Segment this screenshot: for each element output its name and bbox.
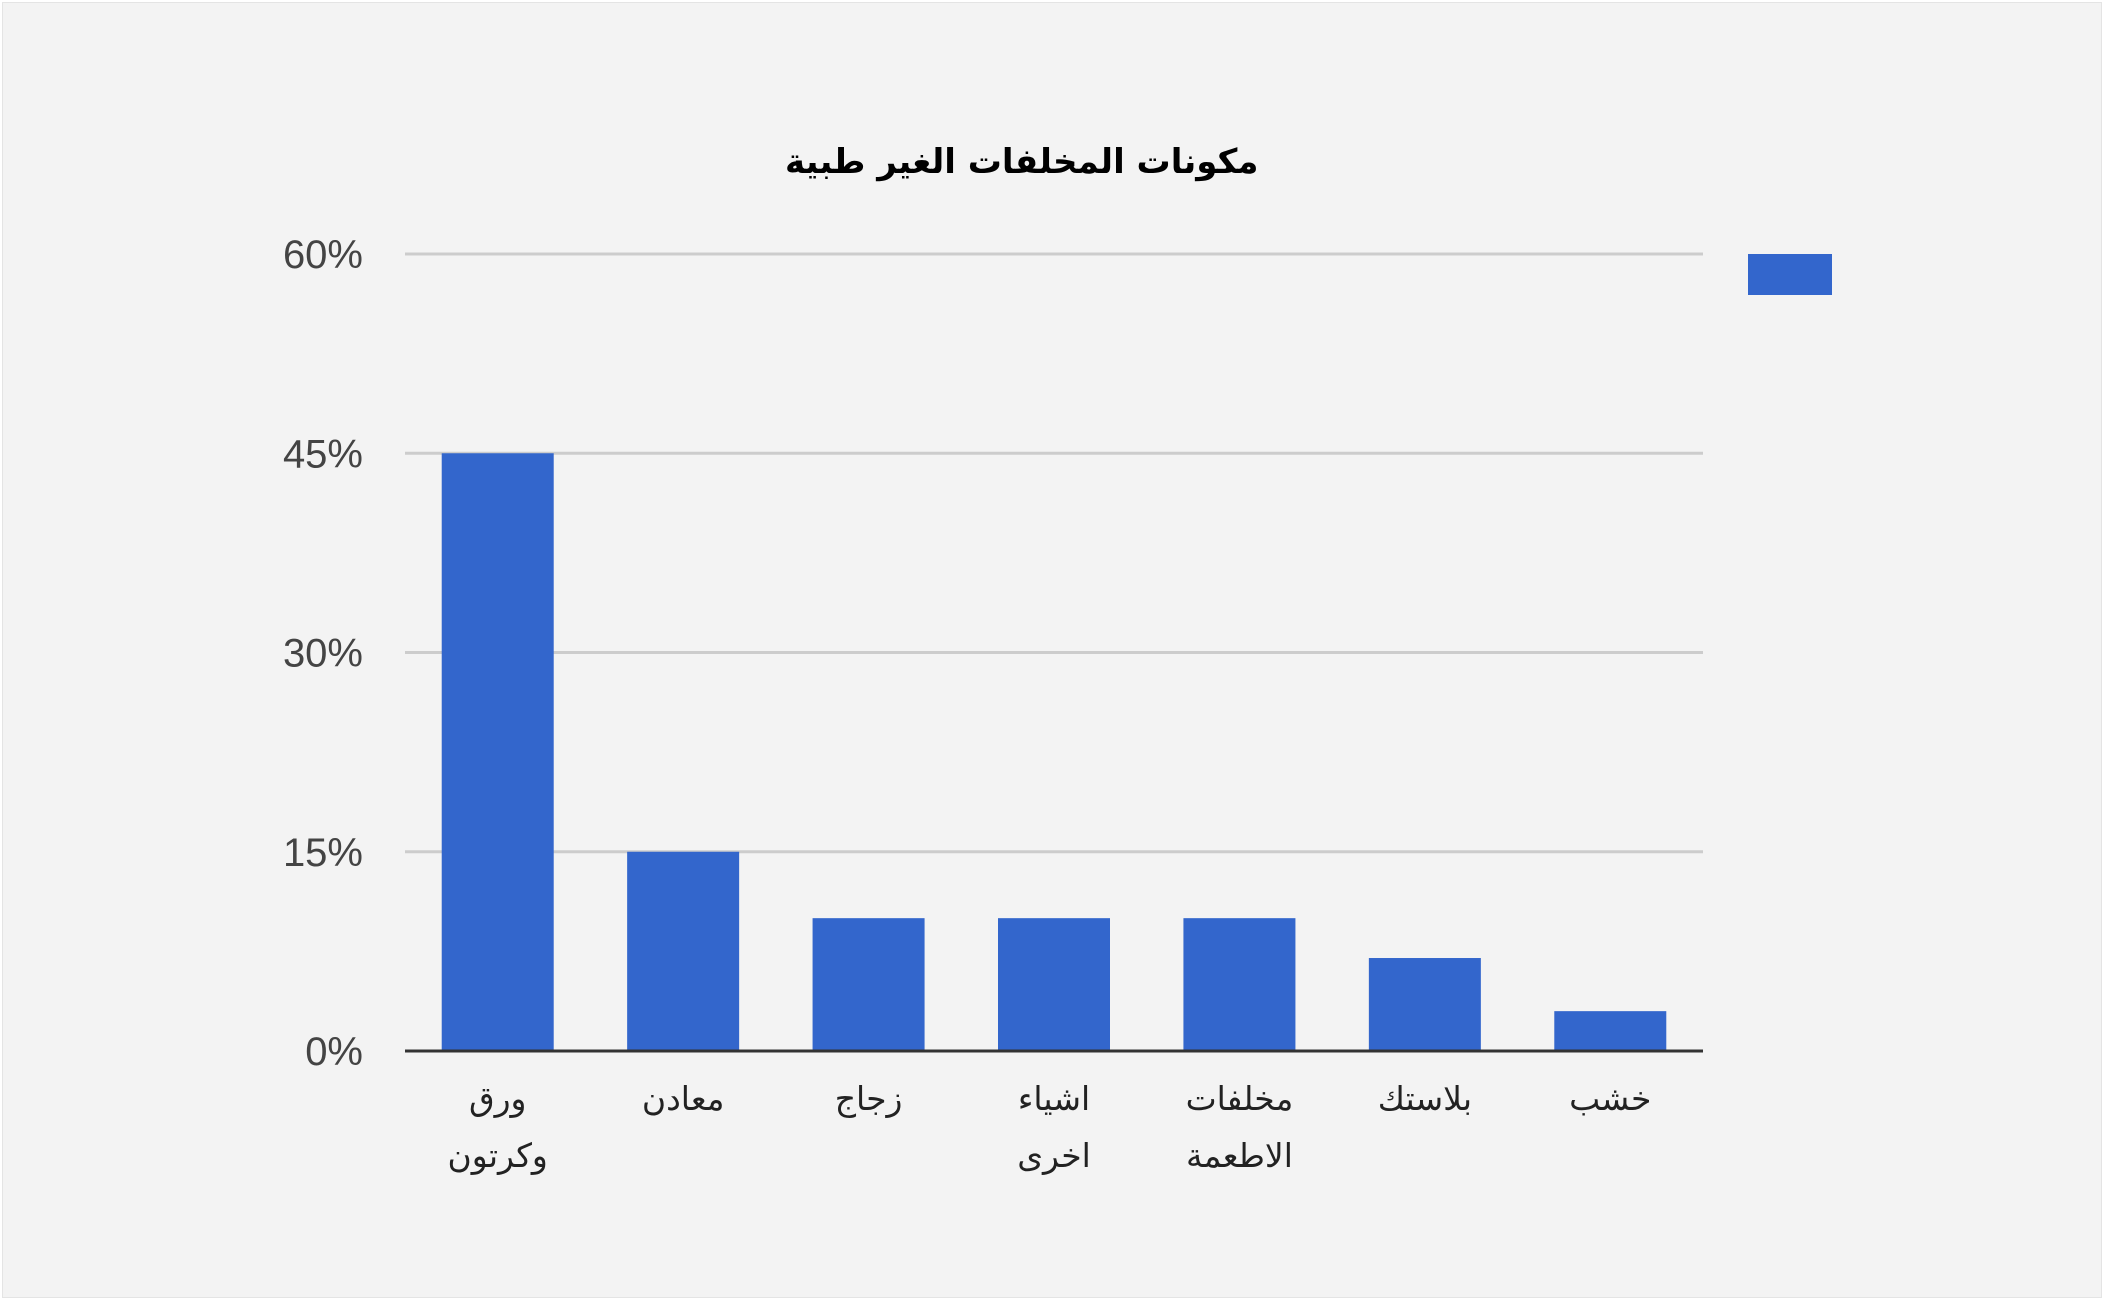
y-tick-label: 15%: [283, 831, 363, 875]
x-tick-label: ورق: [469, 1079, 526, 1118]
bar: [627, 851, 740, 1051]
y-tick-label: 45%: [283, 432, 363, 476]
x-tick-label: اشياء: [1018, 1079, 1090, 1118]
y-tick-labels: 0% 15% 30% 45% 60%: [283, 233, 363, 1074]
bars: [441, 453, 1667, 1051]
y-tick-label: 60%: [283, 233, 363, 277]
x-tick-label: بلاستك: [1378, 1079, 1472, 1118]
bar: [998, 918, 1110, 1051]
x-tick-label: معادن: [642, 1079, 725, 1118]
chart-title: مكونات المخلفات الغير طبية: [785, 142, 1258, 182]
bar-chart: مكونات المخلفات الغير طبية 0% 15% 30% 45% 60…: [283, 142, 1832, 1175]
x-tick-label: خشب: [1569, 1079, 1651, 1118]
x-tick-label: زجاج: [835, 1079, 903, 1119]
legend-swatch: [1748, 254, 1832, 295]
y-tick-label: 0%: [305, 1030, 363, 1074]
bar: [1554, 1011, 1667, 1051]
x-tick-label: الاطعمة: [1186, 1136, 1293, 1175]
x-tick-label: اخرى: [1017, 1136, 1091, 1175]
y-tick-label: 30%: [283, 632, 363, 676]
gridlines: [405, 252, 1703, 854]
x-tick-labels: ورق وكرتون معادن زجاج اشياء اخرى مخلفات الاطعمة…: [448, 1079, 1652, 1175]
bar: [441, 453, 554, 1051]
bar: [812, 918, 925, 1051]
legend: [1748, 254, 1832, 295]
x-tick-label: مخلفات: [1186, 1079, 1294, 1118]
bar: [1183, 918, 1296, 1051]
bar: [1368, 958, 1481, 1051]
x-tick-label: وكرتون: [448, 1136, 548, 1175]
